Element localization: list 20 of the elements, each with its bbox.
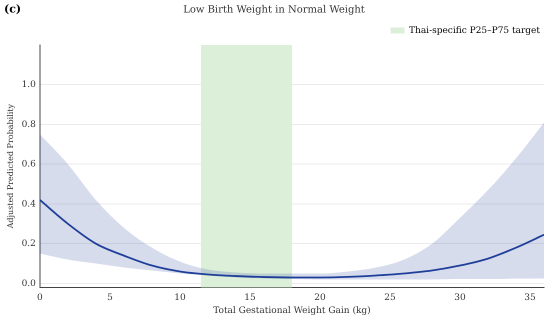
x-tick-label: 10: [174, 293, 186, 304]
x-tick-label: 35: [524, 293, 536, 304]
chart-title: Low Birth Weight in Normal Weight: [183, 4, 365, 16]
legend-label: Thai-specific P25–P75 target: [409, 26, 540, 36]
text: (c): [4, 2, 22, 16]
x-tick-label: 20: [314, 293, 326, 304]
x-tick-label: 0: [37, 293, 44, 304]
x-tick-label: 5: [107, 293, 114, 304]
x-tick-label: 25: [384, 293, 396, 304]
x-tick-label: 30: [454, 293, 466, 304]
y-tick-label: 0.6: [22, 160, 36, 170]
y-tick-label: 0.4: [22, 199, 36, 210]
y-tick-label: 0.2: [22, 239, 36, 250]
line-series: [40, 199, 544, 278]
y-tick-label: 1.0: [22, 80, 36, 90]
y-tick-label: 0.8: [22, 120, 36, 130]
y-tick-label: 0.0: [22, 278, 36, 289]
x-axis-title: Total Gestational Weight Gain (kg): [213, 306, 371, 316]
x-tick-label: 15: [244, 293, 256, 304]
y-axis-title: Adjusted Predicted Probability: [6, 104, 15, 230]
